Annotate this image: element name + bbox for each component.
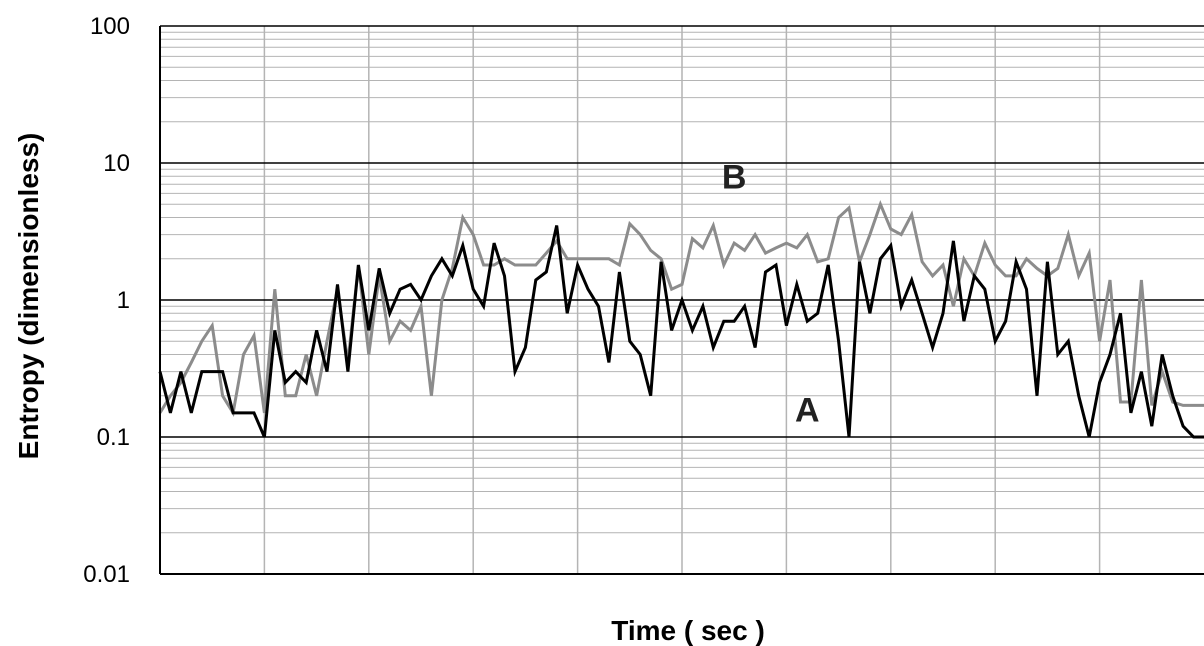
series-annotations: BA bbox=[722, 159, 820, 430]
series-layer bbox=[158, 199, 1204, 439]
y-axis-title: Entropy (dimensionless) bbox=[13, 133, 44, 460]
y-tick-label: 10 bbox=[103, 150, 130, 177]
series-label-a: A bbox=[795, 391, 820, 429]
y-tick-label: 1 bbox=[117, 287, 130, 314]
y-tick-label: 0.01 bbox=[83, 561, 130, 588]
x-axis-title: Time ( sec ) bbox=[611, 615, 765, 646]
series-label-b: B bbox=[722, 159, 747, 197]
series-line-a bbox=[158, 225, 1204, 439]
axes bbox=[159, 26, 1204, 575]
y-tick-labels: 0.01 0.1 1 10 100 bbox=[83, 13, 130, 588]
y-tick-label: 100 bbox=[90, 13, 130, 40]
y-tick-label: 0.1 bbox=[97, 424, 130, 451]
